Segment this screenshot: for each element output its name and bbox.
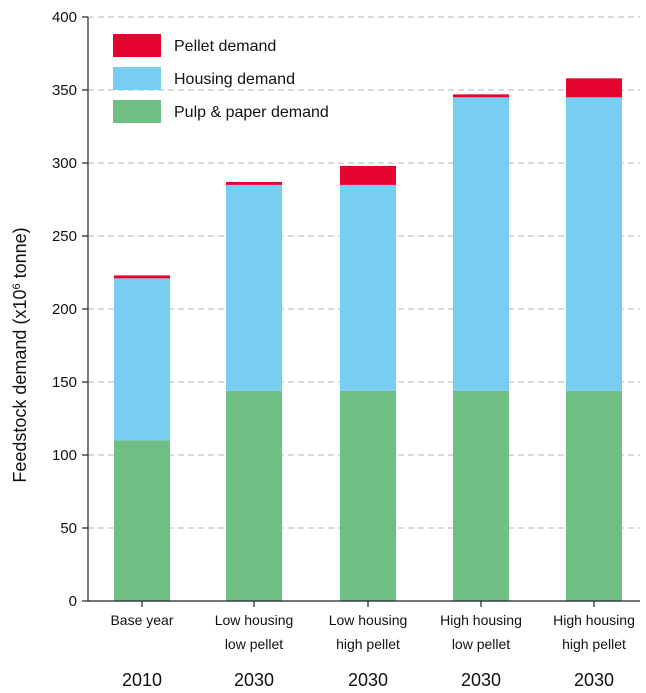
category-label-line1: High housing (553, 612, 635, 628)
bar-segment (453, 390, 509, 601)
category-year-label: 2030 (461, 670, 501, 690)
bar-segment (340, 165, 396, 185)
bar-segment (566, 390, 622, 601)
legend-label: Pulp & paper demand (174, 104, 329, 121)
legend-swatch (113, 67, 161, 90)
legend-label: Housing demand (174, 71, 295, 88)
bar-segment (453, 97, 509, 391)
y-tick-label: 100 (52, 447, 77, 464)
category-label-line1: Low housing (329, 612, 408, 628)
legend: Pellet demand Housing demand Pulp & paper … (113, 34, 329, 123)
legend-label: Pellet demand (174, 38, 276, 55)
y-tick-label: 150 (52, 374, 77, 391)
category-year-label: 2030 (574, 670, 614, 690)
bar-segment (453, 94, 509, 98)
legend-swatch (113, 34, 161, 57)
x-category-labels: Base year 2010 Low housing low pellet 2030 Lo… (110, 612, 634, 690)
category-year-label: 2030 (348, 670, 388, 690)
legend-swatch (113, 100, 161, 123)
y-tick-label: 250 (52, 228, 77, 245)
bar-segment (226, 390, 282, 601)
category-label-line2: low pellet (225, 636, 283, 652)
y-tick-label: 350 (52, 82, 77, 99)
y-tick-label: 200 (52, 301, 77, 318)
category-label-line1: High housing (440, 612, 522, 628)
bar-segment (566, 78, 622, 98)
bar-segment (114, 278, 170, 441)
y-axis-title: Feedstock demand (x106 tonne) (10, 227, 30, 482)
y-tick-label: 50 (60, 520, 77, 537)
bars (114, 78, 622, 601)
bar-segment (114, 275, 170, 279)
category-label-line2: low pellet (452, 636, 510, 652)
y-tick-label: 0 (69, 593, 77, 610)
bar-segment (566, 97, 622, 391)
category-label-line2: high pellet (336, 636, 400, 652)
y-tick-label: 400 (52, 9, 77, 26)
category-label-line1: Low housing (215, 612, 294, 628)
bar-segment (226, 184, 282, 391)
category-year-label: 2010 (122, 670, 162, 690)
bar-segment (340, 390, 396, 601)
axes (82, 16, 640, 607)
category-year-label: 2030 (234, 670, 274, 690)
y-tick-label: 300 (52, 155, 77, 172)
category-label-line2: high pellet (562, 636, 626, 652)
bar-segment (226, 181, 282, 185)
category-label-line1: Base year (110, 612, 173, 628)
bar-segment (340, 184, 396, 391)
bar-segment (114, 440, 170, 601)
y-tick-labels: 0 50 100 150 200 250 300 350 400 (52, 9, 77, 610)
